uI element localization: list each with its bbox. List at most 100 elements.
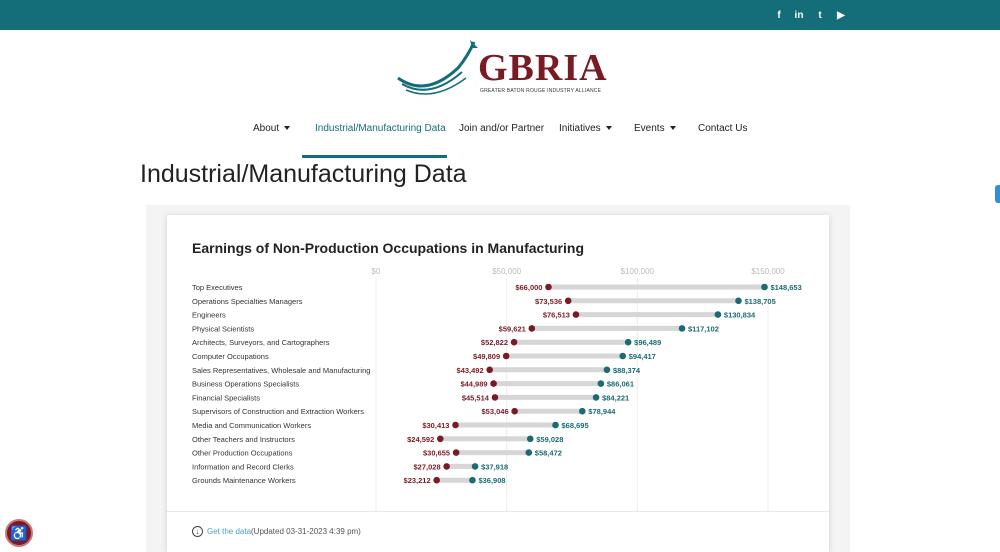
category-label: Top Executives	[192, 283, 243, 292]
high-value-point	[619, 352, 627, 360]
youtube-icon[interactable]: ▶	[837, 9, 845, 21]
x-tick-label: $100,000	[621, 267, 655, 276]
chart-title: Earnings of Non-Production Occupations i…	[192, 240, 584, 256]
logo-name: GBRIA	[478, 47, 608, 89]
accessibility-icon[interactable]: ♿	[5, 519, 33, 547]
category-label: Operations Specialties Managers	[192, 297, 303, 306]
high-value-point	[552, 421, 559, 429]
high-value-label: $84,221	[602, 393, 629, 402]
category-label: Architects, Surveyors, and Cartographers	[192, 338, 330, 347]
high-value-label: $68,695	[562, 421, 589, 430]
high-value-point	[714, 311, 722, 318]
low-value-point	[436, 435, 444, 443]
low-value-point	[452, 421, 459, 429]
low-value-label: $27,028	[414, 462, 441, 471]
low-value-point	[490, 380, 497, 387]
low-value-point	[572, 311, 580, 318]
high-value-point	[471, 463, 479, 470]
low-value-label: $44,989	[460, 380, 487, 389]
low-value-label: $66,000	[515, 283, 542, 292]
high-value-point	[761, 283, 768, 291]
low-value-point	[502, 352, 510, 360]
x-tick-label: $150,000	[751, 267, 785, 276]
low-value-label: $45,514	[462, 393, 490, 402]
download-icon[interactable]: ↓	[192, 526, 203, 537]
linkedin-icon[interactable]: in	[794, 9, 804, 21]
low-value-label: $59,621	[499, 324, 526, 333]
active-nav-indicator	[302, 155, 447, 158]
chart-card: Earnings of Non-Production Occupations i…	[167, 215, 829, 552]
side-tab[interactable]	[995, 185, 1000, 203]
high-value-label: $37,918	[481, 462, 508, 471]
nav-label: Initiatives	[559, 123, 601, 134]
category-label: Grounds Maintenance Workers	[192, 476, 296, 485]
low-value-label: $24,592	[407, 435, 434, 444]
main-nav: About Industrial/Manufacturing Data Join…	[0, 123, 1000, 137]
low-value-label: $73,536	[535, 297, 562, 306]
nav-item-join[interactable]: Join and/or Partner	[459, 123, 544, 134]
low-value-label: $76,513	[543, 311, 570, 320]
caret-down-icon	[669, 126, 676, 131]
high-value-label: $117,102	[688, 324, 719, 333]
low-value-point	[511, 407, 518, 415]
dumbbell-chart: $0 $50,000 $100,000 $150,000 Top Executives $…	[192, 267, 802, 511]
low-value-label: $23,212	[404, 476, 431, 485]
nav-item-contact[interactable]: Contact Us	[698, 123, 747, 134]
low-value-point	[510, 338, 518, 346]
low-value-point	[491, 394, 499, 401]
high-value-label: $94,417	[629, 352, 656, 361]
nav-label: Contact Us	[698, 123, 748, 134]
low-value-point	[452, 449, 460, 456]
high-value-point	[624, 338, 632, 346]
high-value-point	[735, 297, 742, 305]
low-value-point	[528, 325, 536, 332]
high-value-label: $148,653	[770, 283, 801, 292]
x-tick-label: $0	[372, 267, 381, 276]
high-value-point	[579, 407, 586, 415]
category-label: Engineers	[192, 311, 226, 320]
low-value-point	[486, 366, 493, 374]
low-value-point	[545, 283, 552, 291]
high-value-label: $59,028	[536, 435, 563, 444]
low-value-label: $53,046	[482, 407, 509, 416]
category-label: Business Operations Specialists	[192, 380, 299, 389]
high-value-point	[603, 366, 611, 374]
nav-item-initiatives[interactable]: Initiatives	[559, 123, 612, 134]
low-value-point	[433, 476, 440, 484]
category-label: Sales Representatives, Wholesale and Man…	[192, 366, 370, 375]
high-value-label: $96,489	[634, 338, 661, 347]
nav-label: Join and/or Partner	[459, 123, 545, 134]
twitter-icon[interactable]: t	[818, 9, 822, 21]
low-value-point	[564, 297, 572, 305]
low-value-label: $43,492	[457, 366, 484, 375]
high-value-label: $130,834	[724, 311, 756, 320]
high-value-point	[592, 394, 600, 401]
category-label: Supervisors of Construction and Extracti…	[192, 407, 364, 416]
nav-item-events[interactable]: Events	[634, 123, 676, 134]
nav-label: About	[253, 123, 280, 134]
high-value-point	[525, 449, 533, 456]
get-data-link[interactable]: Get the data	[207, 527, 252, 536]
high-value-point	[597, 380, 605, 387]
top-bar: f in t ▶	[0, 0, 1000, 30]
page-title: Industrial/Manufacturing Data	[140, 160, 467, 188]
high-value-point	[469, 476, 476, 484]
x-tick-label: $50,000	[492, 267, 521, 276]
facebook-icon[interactable]: f	[777, 9, 781, 21]
logo-swoosh-icon	[397, 40, 478, 95]
nav-item-about[interactable]: About	[253, 123, 291, 134]
nav-item-industrial-data[interactable]: Industrial/Manufacturing Data	[315, 123, 446, 134]
divider	[167, 511, 829, 512]
category-label: Information and Record Clerks	[192, 462, 294, 471]
low-value-label: $49,809	[473, 352, 500, 361]
low-value-label: $52,822	[481, 338, 508, 347]
high-value-label: $58,472	[535, 449, 562, 458]
high-value-label: $36,908	[478, 476, 505, 485]
site-logo[interactable]: GBRIA GREATER BATON ROUGE INDUSTRY ALLIA…	[396, 38, 608, 100]
low-value-label: $30,413	[422, 421, 449, 430]
category-label: Physical Scientists	[192, 324, 254, 333]
category-label: Media and Communication Workers	[192, 421, 311, 430]
low-value-point	[443, 463, 450, 470]
caret-down-icon	[605, 126, 612, 131]
nav-label: Events	[634, 123, 665, 134]
